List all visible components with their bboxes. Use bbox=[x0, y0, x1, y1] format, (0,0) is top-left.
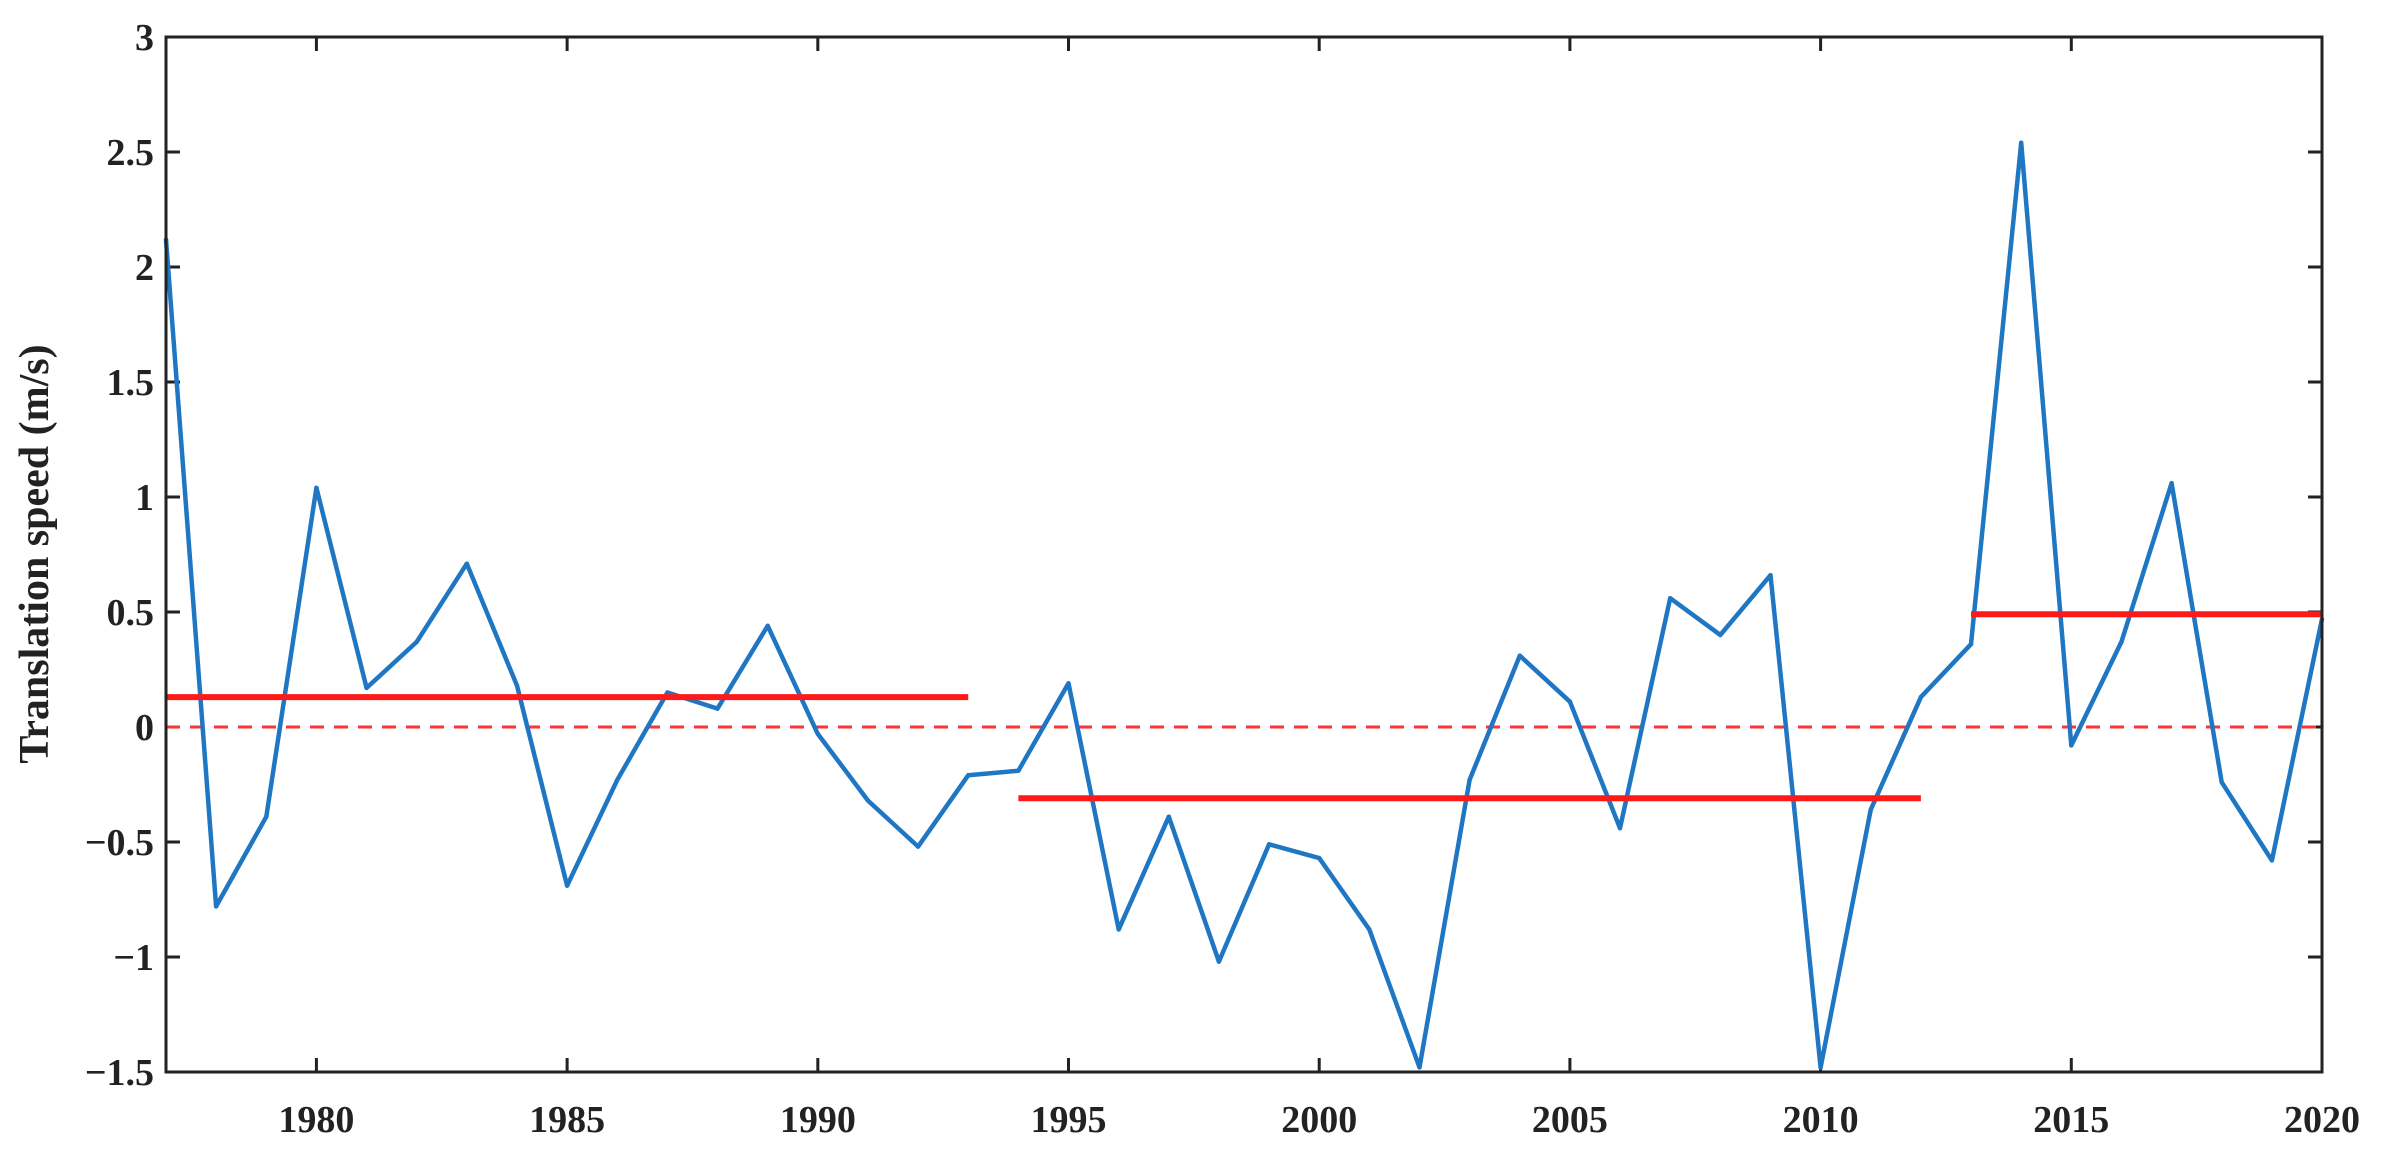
data-point bbox=[364, 685, 369, 691]
y-tick-label: −1 bbox=[113, 937, 154, 979]
data-point bbox=[1216, 959, 1222, 964]
data-point bbox=[264, 814, 269, 819]
data-point bbox=[2219, 780, 2224, 785]
x-tick-label: 1985 bbox=[529, 1099, 605, 1141]
data-point bbox=[1166, 814, 1171, 819]
plot-frame bbox=[164, 35, 2324, 1074]
x-tick-label: 1990 bbox=[780, 1099, 856, 1141]
series-points bbox=[163, 140, 2325, 1070]
y-tick-label: 2 bbox=[135, 247, 154, 289]
x-tick-label: 1980 bbox=[278, 1099, 354, 1141]
data-point bbox=[564, 883, 570, 888]
x-tick-label: 2000 bbox=[1281, 1099, 1357, 1141]
data-point bbox=[1266, 842, 1272, 847]
data-point bbox=[1718, 632, 1723, 638]
plot-area bbox=[166, 37, 2322, 1072]
y-tick-label: 0.5 bbox=[107, 592, 155, 634]
data-point bbox=[314, 485, 319, 490]
y-tick-label: −0.5 bbox=[85, 822, 154, 864]
mean-segments bbox=[166, 611, 2322, 802]
data-point bbox=[2069, 743, 2074, 748]
data-point bbox=[2169, 481, 2174, 486]
data-point bbox=[715, 706, 720, 711]
data-point bbox=[514, 683, 520, 688]
data-point bbox=[1968, 642, 1974, 647]
data-point bbox=[1918, 694, 1924, 700]
y-tick-label: 1 bbox=[135, 477, 154, 519]
data-point bbox=[1768, 573, 1773, 578]
data-point bbox=[1567, 699, 1573, 704]
data-point bbox=[1818, 1065, 1823, 1070]
y-tick-label: −1.5 bbox=[85, 1052, 154, 1094]
series-line bbox=[163, 140, 2325, 1070]
data-point bbox=[414, 639, 419, 645]
data-point bbox=[865, 798, 871, 803]
data-point bbox=[2018, 140, 2024, 145]
data-point bbox=[815, 731, 821, 737]
data-point bbox=[1417, 1065, 1422, 1070]
data-point bbox=[765, 623, 770, 628]
x-tick-label: 1995 bbox=[1031, 1099, 1107, 1141]
data-point bbox=[2269, 858, 2275, 863]
data-point bbox=[1467, 777, 1472, 783]
data-point bbox=[1367, 927, 1372, 932]
data-point bbox=[213, 904, 219, 909]
y-tick-label: 1.5 bbox=[107, 362, 155, 404]
data-point bbox=[1868, 807, 1873, 812]
data-point bbox=[1066, 681, 1071, 686]
data-point bbox=[966, 773, 971, 778]
data-point bbox=[1617, 826, 1623, 831]
data-point bbox=[464, 561, 470, 566]
y-axis: −1.5 −1 −0.5 0 0.5 1 1.5 2 2.5 3 bbox=[85, 17, 2322, 1094]
y-tick-label: 0 bbox=[135, 707, 154, 749]
x-tick-label: 2020 bbox=[2284, 1099, 2360, 1141]
x-tick-label: 2005 bbox=[1532, 1099, 1608, 1141]
y-axis-label: Translation speed (m/s) bbox=[12, 344, 58, 763]
data-point bbox=[1517, 653, 1522, 658]
data-point bbox=[1116, 927, 1121, 932]
y-tick-label: 3 bbox=[135, 17, 154, 59]
y-tick-label: 2.5 bbox=[107, 132, 155, 174]
data-point bbox=[915, 844, 921, 849]
data-point bbox=[2119, 639, 2124, 645]
x-tick-label: 2015 bbox=[2033, 1099, 2109, 1141]
data-point bbox=[1317, 855, 1322, 861]
x-axis: 1980 1985 1990 1995 2000 2005 2010 2015 2020 bbox=[278, 37, 2360, 1141]
data-point bbox=[615, 777, 620, 783]
x-tick-label: 2010 bbox=[1783, 1099, 1859, 1141]
data-point bbox=[665, 690, 670, 695]
data-point bbox=[1667, 596, 1673, 601]
data-point bbox=[1016, 768, 1021, 773]
